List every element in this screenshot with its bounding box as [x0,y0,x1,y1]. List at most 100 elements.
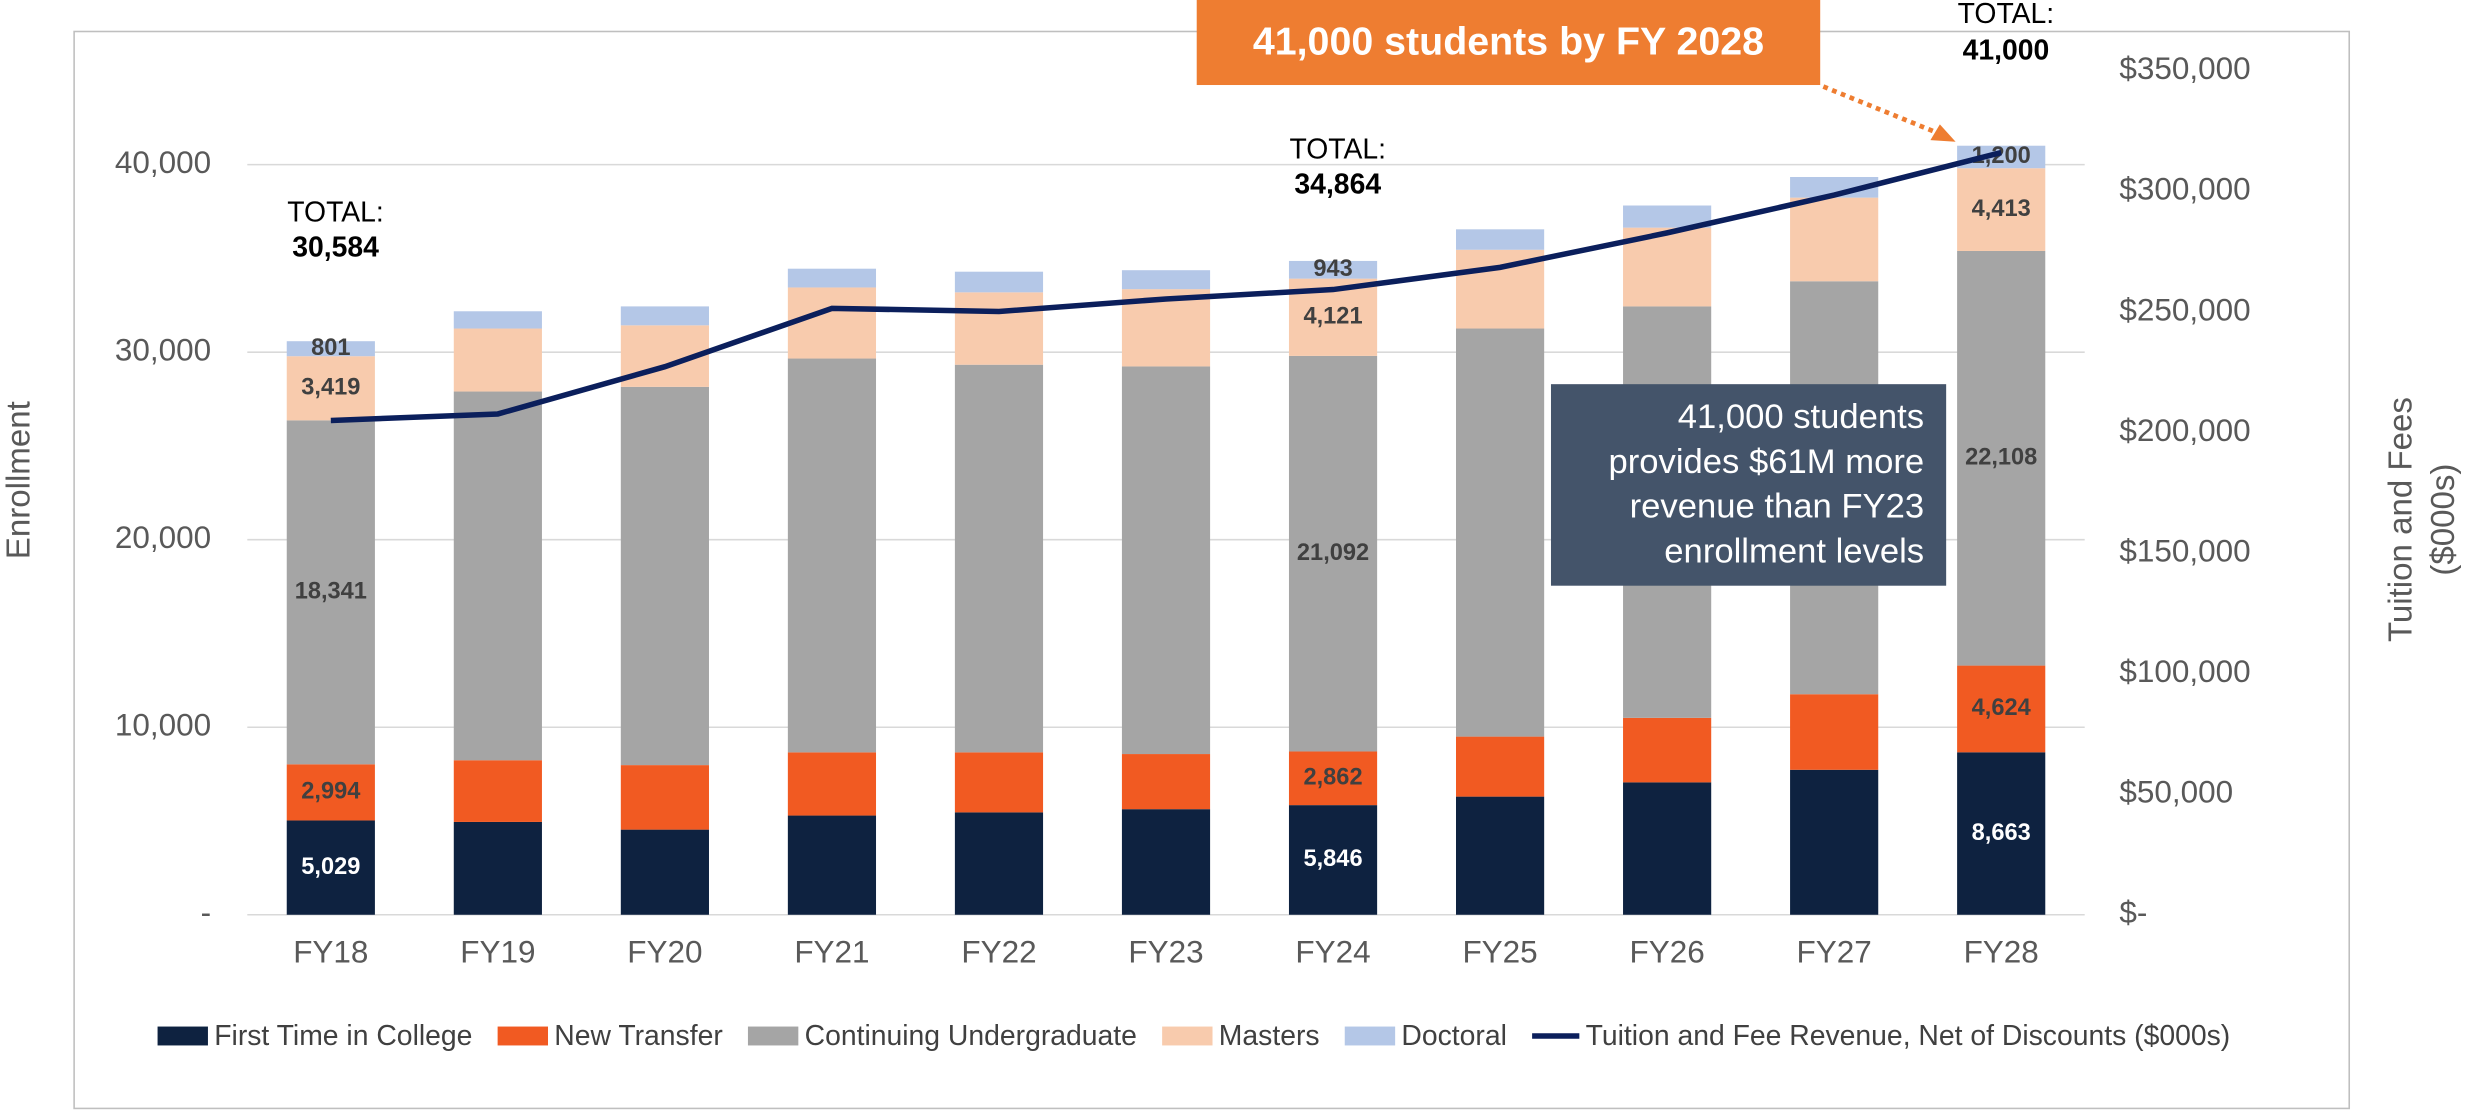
revenue-line [330,149,2002,424]
total-caption: TOTAL: [1289,134,1386,166]
bar-segment [1121,366,1211,755]
bar-segment [1288,805,1378,915]
data-label: 4,413 [1972,196,2031,222]
bar-segment [286,341,375,357]
callout-text: 41,000 students by FY 2028 [1253,19,1764,63]
bar-segment [1121,270,1211,290]
data-label: 21,092 [1297,540,1369,566]
y2-tick-label: $100,000 [2119,654,2250,689]
data-label: 2,994 [301,779,360,805]
bar-segment [1790,176,1879,198]
bar-segment [1790,197,1879,282]
legend-swatch [1344,1026,1396,1046]
bar-segment [787,268,877,288]
y-tick-label: 10,000 [115,708,211,743]
note-text: 41,000 students [1678,398,1924,436]
bar-segment [453,760,542,822]
bar-segment [453,821,542,915]
data-label: 2,862 [1304,765,1363,791]
bar-segment [1957,250,2046,666]
x-tick-label: FY19 [460,934,535,969]
data-label: 943 [1313,256,1352,282]
y-tick-label: - [201,895,211,930]
bar-segment [620,829,709,915]
y2-tick-label: $- [2119,895,2147,930]
legend-label: New Transfer [554,1020,722,1052]
total-caption: TOTAL: [287,197,384,229]
legend-swatch [157,1026,208,1046]
legend-label: Doctoral [1401,1020,1506,1052]
bar-segment [1957,145,2046,169]
bar-segment [954,752,1044,813]
bar-segment [787,358,877,753]
legend-swatch [497,1026,549,1046]
x-tick-label: FY27 [1797,934,1872,969]
note-text: revenue than FY23 [1630,488,1925,526]
note-box [1550,384,1947,586]
bar-segment [1121,754,1211,810]
y-tick-label: 30,000 [115,332,211,367]
total-value: 41,000 [1963,34,2050,66]
bar-segment [1455,796,1545,915]
legend-label: First Time in College [214,1020,472,1052]
legend-swatch [747,1026,799,1046]
bar-segment [286,764,375,821]
bar-segment [1957,168,2046,251]
bar-segment [787,287,877,359]
bar-segment [286,356,375,421]
callout-arrow [1822,84,1941,137]
x-tick-label: FY18 [293,934,368,969]
bar-segment [286,820,375,915]
data-label: 4,624 [1972,695,2031,721]
bar-segment [1288,260,1378,279]
bar-segment [1623,205,1712,228]
data-label: 5,846 [1304,846,1363,872]
bar-segment [1455,229,1545,250]
legend-label: Tuition and Fee Revenue, Net of Discount… [1586,1020,2231,1052]
bar-segment [954,271,1044,293]
x-tick-label: FY21 [794,934,869,969]
y-tick-label: 20,000 [115,520,211,555]
x-tick-label: FY22 [961,934,1036,969]
y2-tick-label: $350,000 [2119,51,2250,86]
total-caption: TOTAL: [1958,0,2055,30]
data-label: 5,029 [301,854,360,880]
bar-segment [1455,328,1545,737]
bar-segment [286,420,375,765]
bar-segment [1790,694,1879,770]
data-label: 4,121 [1304,303,1363,329]
x-tick-label: FY26 [1630,934,1705,969]
bar-segment [1623,782,1712,915]
data-label: 18,341 [295,579,367,605]
callout-arrowhead [1930,124,1956,142]
data-label: 8,663 [1972,820,2031,846]
note-text: enrollment levels [1664,533,1924,571]
bar-segment [1623,717,1712,783]
data-label: 801 [311,335,350,361]
data-label: 3,419 [301,375,360,401]
bar-segment [787,752,877,816]
x-tick-label: FY25 [1462,934,1537,969]
y-tick-label: 40,000 [115,145,211,180]
x-tick-label: FY23 [1128,934,1203,969]
data-label: 22,108 [1965,445,2037,471]
bar-segment [1957,665,2046,753]
legend-label: Continuing Undergraduate [805,1020,1137,1052]
bar-segment [453,328,542,392]
total-value: 30,584 [292,231,379,263]
bar-segment [1790,769,1879,915]
callout-box [1196,0,1821,86]
y2-tick-label: $250,000 [2119,292,2250,327]
total-value: 34,864 [1294,168,1381,200]
bar-segment [954,812,1044,915]
y2-tick-label: $200,000 [2119,413,2250,448]
y-axis-title: Enrollment [0,401,37,559]
y2-tick-label: $150,000 [2119,533,2250,568]
legend-swatch [1162,1026,1213,1046]
y2-axis-title: ($000s) [2425,464,2462,576]
y2-tick-label: $300,000 [2119,172,2250,207]
bar-segment [1957,752,2046,915]
bar-segment [954,292,1044,365]
bar-segment [954,364,1044,753]
